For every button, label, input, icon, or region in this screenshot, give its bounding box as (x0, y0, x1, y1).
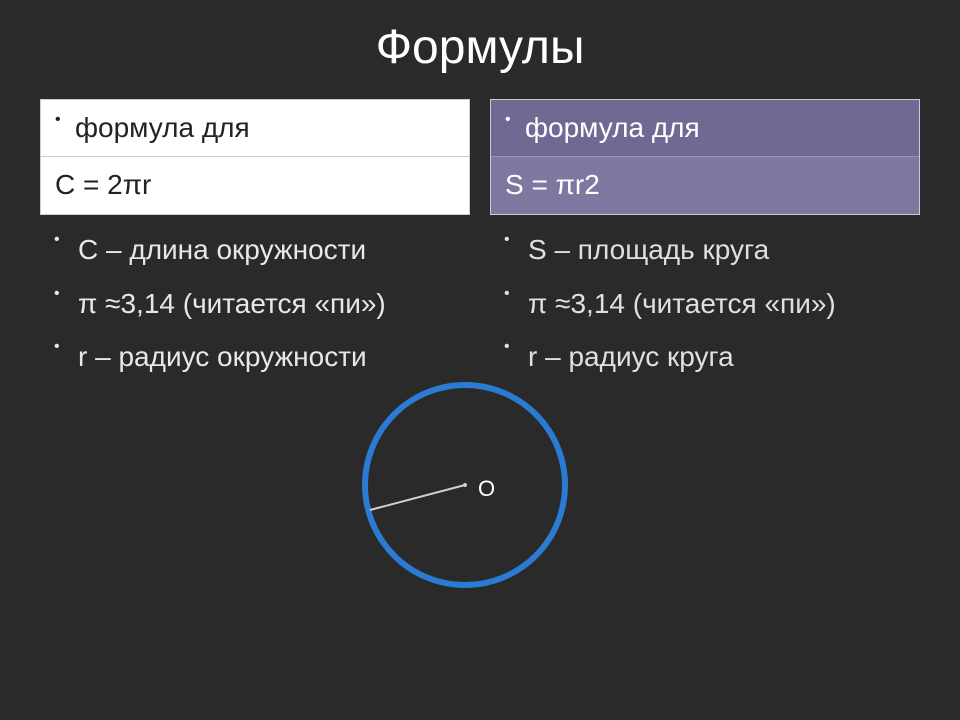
columns-container: формула для C = 2πr C – длина окружности… (0, 99, 960, 384)
right-box-formula: S = πr2 (491, 157, 919, 213)
radius-line (370, 485, 465, 510)
left-formula-box: формула для C = 2πr (40, 99, 470, 215)
list-item: π ≈3,14 (читается «пи») (490, 277, 920, 331)
right-formula-box: формула для S = πr2 (490, 99, 920, 215)
list-item: C – длина окружности (40, 223, 470, 277)
circle-svg: О (350, 370, 580, 600)
list-item: π ≈3,14 (читается «пи») (40, 277, 470, 331)
list-item: r – радиус окружности (40, 330, 470, 384)
right-column: формула для S = πr2 S – площадь круга π … (490, 99, 920, 384)
center-label: О (478, 476, 495, 501)
circle-outline (365, 385, 565, 585)
left-box-header: формула для (41, 100, 469, 157)
left-column: формула для C = 2πr C – длина окружности… (40, 99, 470, 384)
right-bullet-list: S – площадь круга π ≈3,14 (читается «пи»… (490, 215, 920, 384)
left-bullet-list: C – длина окружности π ≈3,14 (читается «… (40, 215, 470, 384)
page-title: Формулы (0, 0, 960, 99)
right-box-header: формула для (491, 100, 919, 157)
list-item: r – радиус круга (490, 330, 920, 384)
left-box-formula: C = 2πr (41, 157, 469, 213)
center-dot (463, 483, 467, 487)
list-item: S – площадь круга (490, 223, 920, 277)
circle-diagram: О (350, 370, 580, 600)
